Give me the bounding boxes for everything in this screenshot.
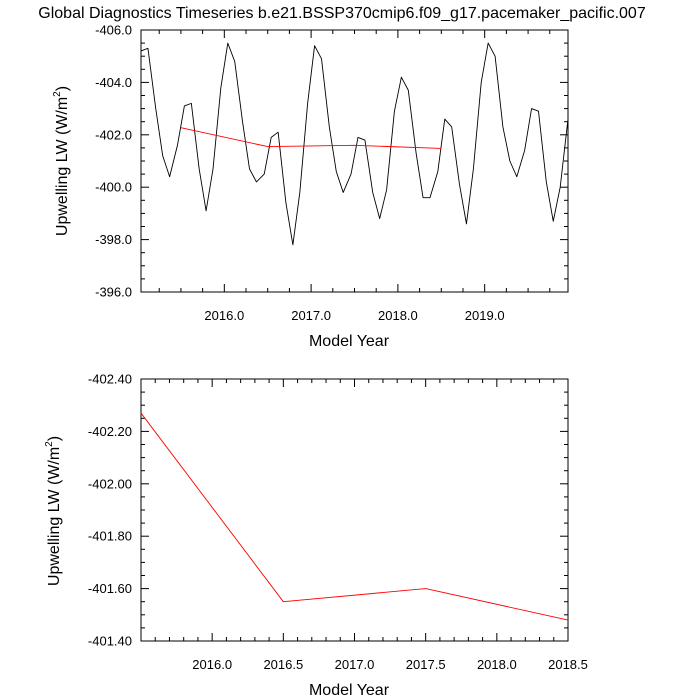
monthly-timeseries-panel: Model Year Upwelling LW (W/m2) 2016.0 201… <box>52 23 569 350</box>
y-tick-label: -401.60 <box>88 581 132 596</box>
y-tick-label: -402.0 <box>95 127 132 142</box>
x-tick-label: 2018.0 <box>477 657 517 672</box>
y-tick-label: -402.00 <box>88 476 132 491</box>
monthly-series-line <box>140 42 569 246</box>
x-tick-label: 2019.0 <box>465 308 505 323</box>
y-tick-label: -400.0 <box>95 180 132 195</box>
y-tick-label: -396.0 <box>95 285 132 300</box>
y-tick-label: -402.40 <box>88 372 132 387</box>
annual-mean-line <box>180 127 442 149</box>
y-tick-label: -404.0 <box>95 75 132 90</box>
y-axis-title: Upwelling LW (W/m2) <box>52 86 71 236</box>
annual-mean-panel: Model Year Upwelling LW (W/m2) 2016.0 201… <box>44 372 588 700</box>
x-tick-label: 2017.0 <box>335 657 375 672</box>
y-tick-label: -401.80 <box>88 529 132 544</box>
x-tick-label: 2018.0 <box>378 308 418 323</box>
x-axis-title: Model Year <box>309 682 390 699</box>
y-tick-label: -401.40 <box>88 634 132 649</box>
y-tick-label: -406.0 <box>95 23 132 38</box>
x-tick-label: 2017.0 <box>291 308 331 323</box>
x-tick-label: 2018.5 <box>548 657 588 672</box>
y-tick-label: -398.0 <box>95 232 132 247</box>
x-tick-label: 2016.0 <box>192 657 232 672</box>
y-axis-title: Upwelling LW (W/m2) <box>44 436 63 586</box>
x-tick-label: 2016.5 <box>263 657 303 672</box>
x-tick-label: 2016.0 <box>204 308 244 323</box>
y-tick-label: -402.20 <box>88 424 132 439</box>
annual-mean-line <box>140 412 569 621</box>
figure-title: Global Diagnostics Timeseries b.e21.BSSP… <box>38 5 646 22</box>
x-axis-title: Model Year <box>309 333 390 350</box>
x-tick-label: 2017.5 <box>406 657 446 672</box>
